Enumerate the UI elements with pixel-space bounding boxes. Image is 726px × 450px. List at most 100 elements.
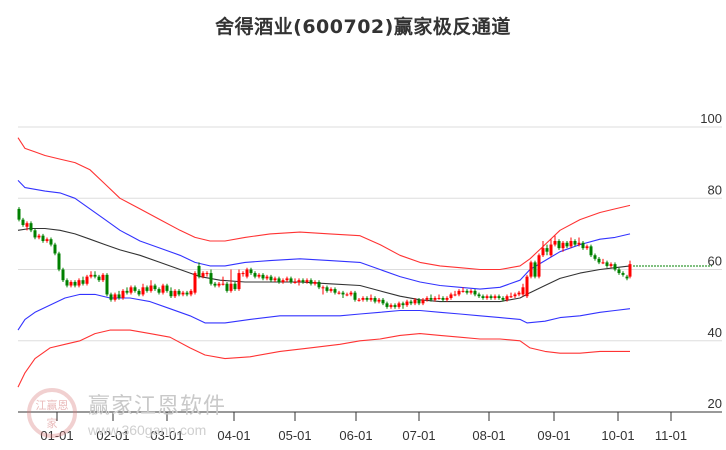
candle-body [293,281,297,283]
candle-body [549,244,553,256]
candle-body [125,290,129,293]
candle-body [421,299,425,304]
candle-body [353,292,357,300]
candle-body [605,262,609,266]
candle-body [513,294,517,297]
channel-line-lower_inner [17,293,631,331]
candle-body [105,274,109,295]
candle-body [241,273,245,275]
candle-body [425,298,429,300]
candle-body [189,290,193,295]
candle-body [197,265,201,277]
candle-body [101,274,105,281]
candle-body [129,287,133,293]
candle-body [113,294,117,300]
candle-body [121,290,125,298]
candle-body [233,283,237,290]
candle-body [381,299,385,304]
y-tick-label: 80 [708,182,722,197]
candle-body [453,294,457,296]
candle-body [349,292,353,295]
y-tick-label: 20 [708,396,722,411]
candle-body [593,255,597,259]
x-tick-label: 04-01 [217,428,250,443]
candle-body [149,285,153,291]
x-tick-label: 06-01 [339,428,372,443]
x-tick-label: 09-01 [537,428,570,443]
candle-body [137,290,141,295]
candle-body [517,292,521,295]
candle-body [297,280,301,282]
candle-body [505,296,509,300]
candle-body [281,280,285,282]
chart-title: 舍得酒业(600702)赢家极反通道 [215,16,511,38]
candle-body [217,283,221,286]
candle-body [477,294,481,297]
candle-body [305,280,309,282]
candle-body [153,285,157,290]
candle-body [621,273,625,275]
candle-body [301,280,305,282]
candle-body [29,223,33,231]
candle-body [333,289,337,293]
candle-body [285,278,289,281]
candle-body [185,292,189,295]
candle-body [93,274,97,277]
candle-body [273,278,277,281]
candle-body [225,283,229,291]
candle-body [265,276,269,279]
candle-body [369,298,373,300]
candle-body [521,287,525,295]
candle-body [537,255,541,277]
watermark-brand: 赢家江恩软件 [88,394,227,419]
candle-body [501,298,505,300]
x-tick-label: 02-01 [96,428,129,443]
candle-body [405,301,409,306]
candle-body [141,287,145,295]
y-tick-label: 100 [700,111,722,126]
candle-body [173,290,177,297]
candle-body [529,262,533,277]
candle-body [77,280,81,286]
watermark-logo-icon: 江赢恩家 [27,388,77,438]
candle-body [61,269,65,281]
candle-body [429,298,433,300]
candle-body [181,292,185,295]
candle-body [157,289,161,293]
candle-body [49,239,53,245]
candle-body [469,290,473,293]
candle-body [445,298,449,300]
candle-body [361,298,365,300]
candle-body [145,287,149,291]
candle-body [209,273,213,284]
candle-body [525,276,529,297]
candle-body [377,299,381,302]
candle-body [69,281,73,286]
candle-body [37,235,41,238]
candle-body [589,246,593,256]
candle-body [565,242,569,247]
candle-body [193,273,197,293]
candle-body [221,283,225,285]
candle-body [329,289,333,291]
watermark-url: www.360gann.com [88,422,207,438]
candle-body [97,276,101,281]
candle-body [437,298,441,299]
candle-body [345,294,349,296]
candle-body [493,296,497,298]
candle-body [17,208,21,220]
candle-body [417,299,421,304]
x-tick-label: 08-01 [472,428,505,443]
x-tick-label: 07-01 [402,428,435,443]
x-tick-label: 05-01 [278,428,311,443]
channel-line-middle [17,227,631,303]
candle-body [573,241,577,245]
candle-body [237,273,241,290]
candle-body [25,223,29,227]
candle-body [117,294,121,298]
candle-body [613,264,617,270]
candle-body [449,294,453,298]
candle-body [393,305,397,307]
candle-body [289,278,293,282]
